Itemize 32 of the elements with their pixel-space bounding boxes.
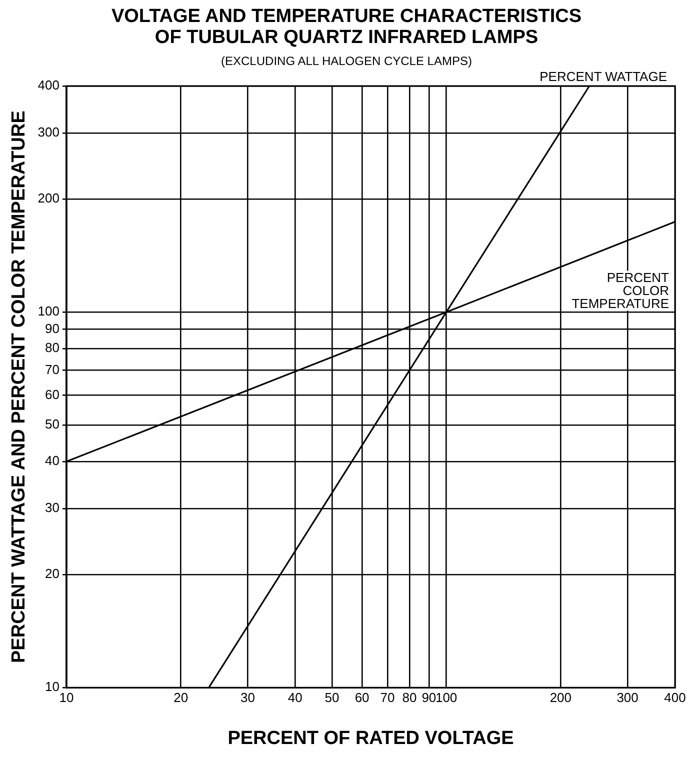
y-axis-title: PERCENT WATTAGE AND PERCENT COLOR TEMPERATURE	[8, 110, 30, 664]
x-tick-label: 90	[422, 690, 436, 705]
chart-title: VOLTAGE AND TEMPERATURE CHARACTERISTICS OF TUBULAR QUARTZ INFRARED LAMPS	[110, 5, 583, 48]
y-tick-label: 100	[38, 304, 60, 319]
x-tick-label: 100	[435, 690, 458, 705]
y-tick-label: 80	[45, 340, 60, 356]
x-tick-label: 200	[550, 690, 572, 705]
x-tick-label: 70	[380, 690, 395, 705]
chart-subtitle: (EXCLUDING ALL HALOGEN CYCLE LAMPS)	[220, 54, 473, 68]
series-label: PERCENT WATTAGE	[540, 69, 668, 84]
x-tick-label: 300	[616, 690, 638, 705]
x-tick-label: 10	[59, 690, 74, 705]
y-tick-label: 200	[38, 190, 60, 206]
y-tick-label: 70	[45, 362, 60, 377]
y-tick-label: 60	[45, 386, 60, 402]
x-tick-label: 50	[324, 690, 340, 705]
y-tick-label: 90	[45, 320, 60, 336]
y-tick-label: 10	[45, 679, 60, 694]
y-tick-label: 50	[45, 416, 60, 432]
x-tick-label: 40	[288, 690, 302, 705]
y-tick-label: 40	[45, 453, 60, 468]
y-tick-label: 400	[38, 78, 60, 93]
y-tick-label: 300	[38, 124, 60, 140]
series-label: PERCENT COLOR TEMPERATURE	[572, 270, 670, 311]
x-tick-label: 400	[664, 690, 686, 705]
x-tick-label: 60	[354, 690, 370, 705]
x-axis-title: PERCENT OF RATED VOLTAGE	[228, 728, 514, 749]
y-tick-label: 20	[45, 566, 60, 582]
x-tick-label: 20	[174, 690, 188, 705]
y-tick-label: 30	[45, 500, 60, 516]
x-tick-label: 80	[402, 690, 417, 705]
x-tick-label: 30	[240, 690, 255, 705]
